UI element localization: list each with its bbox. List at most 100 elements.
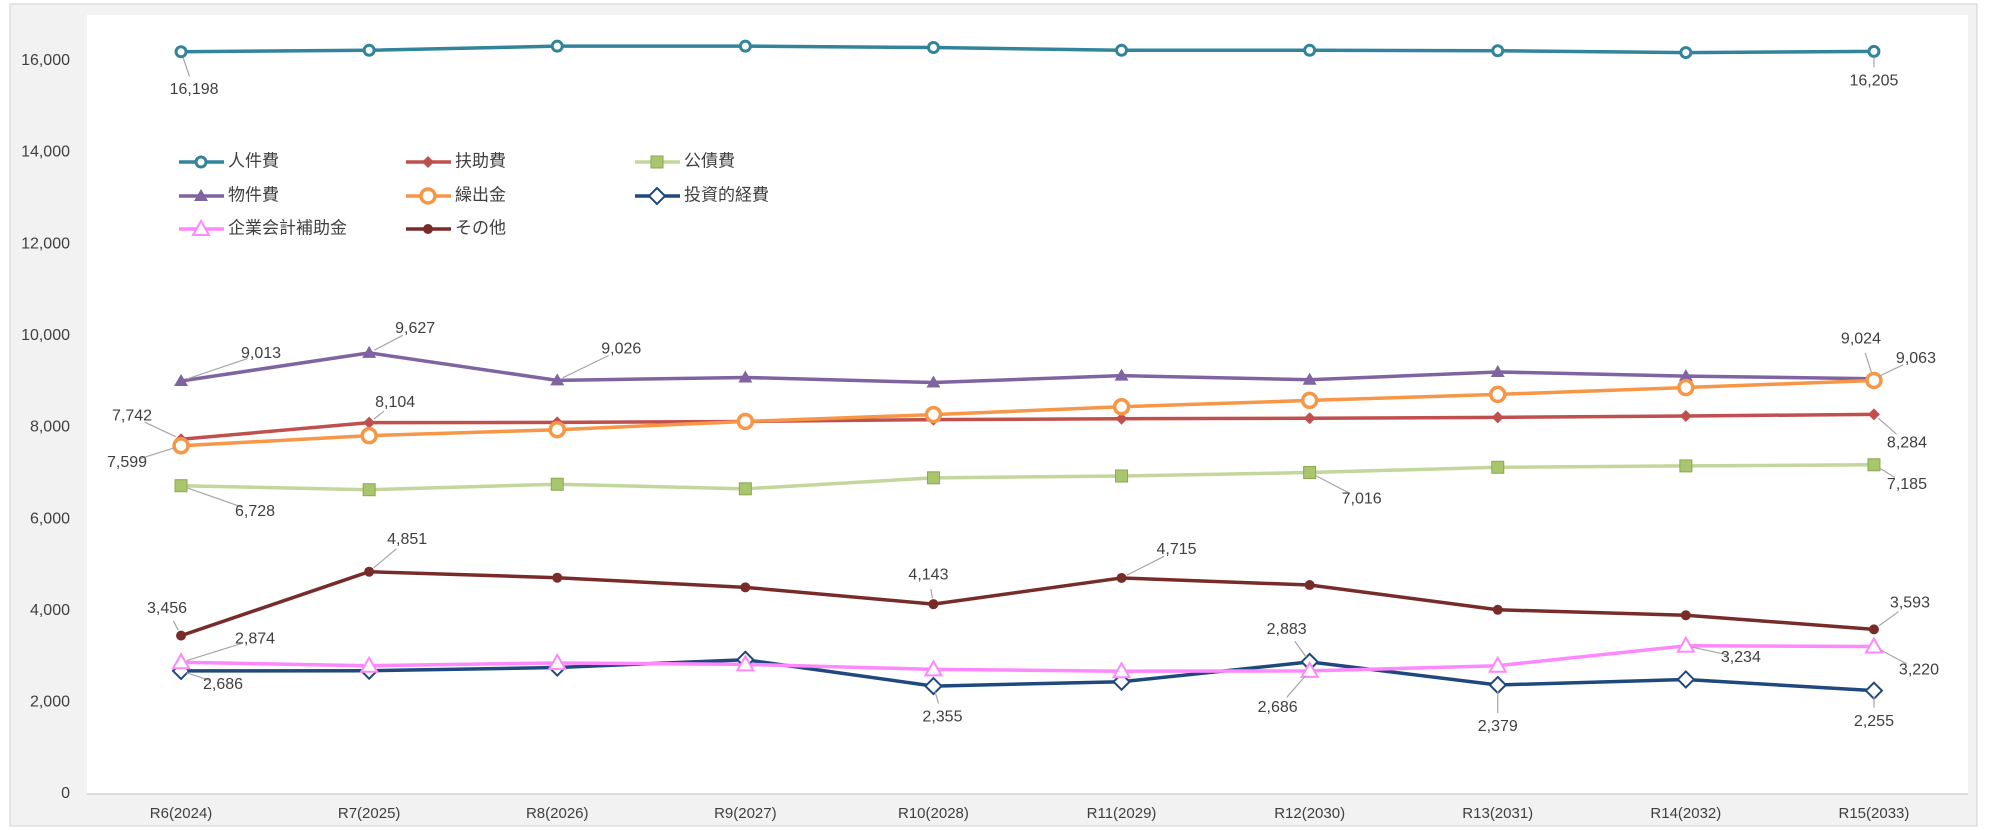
marker <box>176 630 187 641</box>
marker <box>1867 458 1881 472</box>
marker <box>364 566 375 577</box>
data-label: 3,593 <box>1890 595 1930 612</box>
data-label: 9,024 <box>1841 331 1881 348</box>
marker <box>547 652 567 670</box>
marker <box>359 655 379 673</box>
marker <box>1115 469 1129 483</box>
series-line <box>181 657 1875 693</box>
leader-line <box>930 588 934 599</box>
x-tick-label: R11(2029) <box>1087 805 1157 822</box>
marker <box>174 373 189 386</box>
marker <box>1864 636 1884 654</box>
leader-line <box>1691 646 1728 656</box>
marker <box>1679 409 1692 422</box>
y-tick-label: 16,000 <box>21 52 70 69</box>
y-tick-label: 10,000 <box>21 327 70 344</box>
marker <box>550 477 564 491</box>
marker <box>172 437 190 455</box>
legend-label: 公債費 <box>684 151 735 170</box>
data-label: 2,255 <box>1854 713 1894 730</box>
leader-line <box>186 487 243 508</box>
y-tick-label: 2,000 <box>30 694 70 711</box>
marker <box>1679 46 1693 60</box>
y-tick-label: 8,000 <box>30 419 70 436</box>
marker <box>1115 43 1129 57</box>
marker <box>552 572 563 583</box>
marker <box>928 599 939 610</box>
marker <box>362 43 376 57</box>
leader-line <box>140 447 176 460</box>
marker <box>1492 604 1503 615</box>
y-tick-label: 0 <box>61 785 70 802</box>
marker <box>1299 660 1320 678</box>
marker <box>923 659 944 677</box>
legend-label: 繰出金 <box>455 185 506 204</box>
marker <box>363 416 376 429</box>
marker <box>1303 43 1317 57</box>
y-tick-label: 6,000 <box>30 510 70 527</box>
series-line <box>180 412 1874 441</box>
marker <box>1867 408 1880 421</box>
marker <box>735 654 756 672</box>
series-line <box>180 569 1875 638</box>
data-label: 4,851 <box>387 531 427 548</box>
marker <box>1491 411 1504 424</box>
marker <box>1865 371 1883 390</box>
data-label: 7,742 <box>112 407 152 424</box>
marker <box>1490 364 1505 377</box>
leader-line <box>1864 352 1873 375</box>
x-tick-label: R12(2030) <box>1274 805 1345 822</box>
x-tick-label: R10(2028) <box>898 805 969 822</box>
marker <box>194 189 208 201</box>
marker <box>1489 385 1507 404</box>
marker <box>1488 655 1508 673</box>
marker <box>1111 661 1132 679</box>
data-label: 8,104 <box>375 394 415 411</box>
leader-line <box>373 410 385 420</box>
data-label: 7,016 <box>1342 491 1382 508</box>
data-label: 8,284 <box>1887 435 1927 452</box>
marker <box>926 41 940 55</box>
y-tick-label: 14,000 <box>21 144 70 161</box>
marker <box>191 218 211 236</box>
marker <box>1678 369 1693 382</box>
leader-line <box>562 354 609 379</box>
series-line <box>181 44 1874 55</box>
data-label: 2,883 <box>1267 621 1307 638</box>
marker <box>1867 44 1881 58</box>
data-label: 3,220 <box>1899 662 1939 679</box>
data-label: 7,599 <box>107 454 147 471</box>
marker <box>1491 44 1505 58</box>
data-label: 9,627 <box>395 320 435 337</box>
data-label: 2,355 <box>922 708 962 725</box>
leader-line <box>1314 474 1350 494</box>
leader-line <box>172 620 179 631</box>
marker <box>1677 378 1695 397</box>
marker <box>650 155 664 169</box>
marker <box>419 187 437 205</box>
data-label: 2,874 <box>235 631 275 648</box>
marker <box>1114 368 1129 381</box>
data-label: 2,686 <box>203 676 243 693</box>
leader-line <box>934 691 940 704</box>
data-label: 3,456 <box>147 600 187 617</box>
data-label: 4,715 <box>1157 541 1197 558</box>
leader-line <box>186 642 242 662</box>
data-label: 4,143 <box>908 566 948 583</box>
marker <box>1303 412 1316 425</box>
legend-label: その他 <box>455 218 506 237</box>
marker <box>1868 624 1879 635</box>
marker <box>924 676 943 696</box>
marker <box>1676 635 1696 653</box>
marker <box>926 375 941 388</box>
marker <box>174 479 188 493</box>
marker <box>360 426 378 445</box>
legend-label: 企業会計補助金 <box>228 218 347 237</box>
leader-line <box>186 357 248 380</box>
marker <box>174 45 188 59</box>
leader-line <box>373 548 397 569</box>
marker <box>924 405 943 424</box>
leader-line <box>374 334 404 351</box>
